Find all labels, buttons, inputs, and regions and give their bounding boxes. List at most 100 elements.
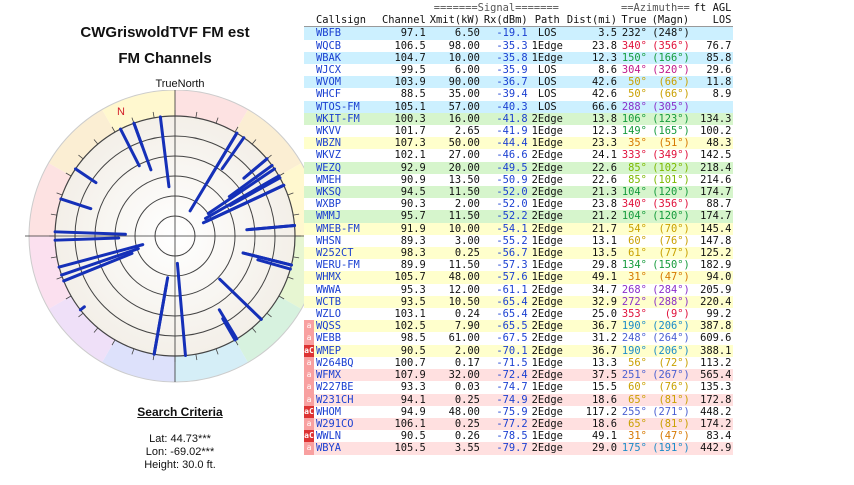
- true-azimuth-cell: 85°: [628, 161, 647, 174]
- left-panel: CWGriswoldTVF FM est FM Channels TrueNor…: [0, 0, 330, 485]
- channel-cell: 100.3: [394, 112, 426, 125]
- table-row[interactable]: WEZQ 92.9 20.00 -49.5 2Edge 22.6 85° (102°) 218.…: [304, 161, 734, 174]
- callsign-link: WBYA: [316, 442, 342, 455]
- table-row[interactable]: WMEB-FM 91.9 10.00 -54.1 2Edge 21.7 54° (70°) 14…: [304, 222, 734, 235]
- table-row[interactable]: aC WMEP 90.5 2.00 -70.1 2Edge 36.7 190° (206°) 38…: [304, 344, 734, 357]
- magn-azimuth-cell: (248°): [652, 27, 690, 40]
- agl-group-header: ft AGL: [693, 2, 732, 14]
- path-cell: 2Edge: [531, 186, 563, 199]
- table-row[interactable]: WXBP 90.3 2.00 -52.0 1Edge 23.8 340° (356°) 88.7: [304, 198, 734, 211]
- rx-cell: -36.7: [496, 76, 528, 89]
- table-row[interactable]: WQCB 106.5 98.00 -35.3 1Edge 23.8 340° (356°) 76…: [304, 39, 734, 52]
- table-row[interactable]: WZLO 103.1 0.24 -65.4 2Edge 25.0 353° (9°) 99.2: [304, 308, 734, 321]
- channel-cell: 89.3: [400, 234, 426, 247]
- table-row[interactable]: WCTB 93.5 10.50 -65.4 2Edge 32.9 272° (288°) 220…: [304, 295, 734, 309]
- magn-azimuth-cell: (356°): [652, 198, 690, 211]
- callsign-link: W264BQ: [316, 356, 354, 369]
- callsign-link: WQSS: [316, 320, 342, 333]
- table-row[interactable]: WKSQ 94.5 11.50 -52.0 2Edge 21.3 104° (120°) 174…: [304, 186, 734, 199]
- table-row[interactable]: WBFB 97.1 6.50 -19.1 LOS 3.5 232° (248°): [304, 26, 734, 40]
- table-row[interactable]: WBZN 107.3 50.00 -44.4 1Edge 23.3 35° (51°) 48.3: [304, 137, 734, 150]
- true-azimuth-cell: 56°: [628, 356, 647, 369]
- station-table-body: WBFB 97.1 6.50 -19.1 LOS 3.5 232° (248°) WQCB 106…: [304, 26, 734, 455]
- table-row[interactable]: WKVZ 102.1 27.00 -46.6 2Edge 24.1 333° (349°) 14…: [304, 149, 734, 162]
- callsign-link: WCTB: [316, 295, 342, 308]
- magn-azimuth-cell: (166°): [652, 51, 690, 64]
- table-row[interactable]: a WFMX 107.9 32.00 -72.4 2Edge 37.5 251° (267°) 5…: [304, 369, 734, 382]
- path-cell: 1Edge: [531, 430, 563, 443]
- table-row[interactable]: aC WWLN 90.5 0.26 -78.5 1Edge 49.1 31° (47°) 83.4: [304, 430, 734, 443]
- path-cell: 2Edge: [531, 210, 563, 223]
- xmit-cell: 13.50: [448, 173, 480, 186]
- table-row[interactable]: WHCF 88.5 35.00 -39.4 LOS 42.6 50° (66°) 8.9: [304, 88, 734, 101]
- table-row[interactable]: W252CT 98.3 0.25 -56.7 1Edge 13.5 61° (77°) 125.…: [304, 247, 734, 260]
- dist-cell: 42.6: [591, 76, 617, 89]
- xmit-cell: 0.24: [454, 308, 480, 321]
- polar-tick: [195, 354, 198, 361]
- polar-tick: [152, 111, 155, 118]
- los-cell: 11.8: [706, 76, 732, 89]
- polar-tick: [111, 339, 116, 346]
- polar-tick: [93, 139, 99, 145]
- path-cell: 1Edge: [531, 271, 563, 284]
- magn-azimuth-cell: (165°): [652, 125, 690, 138]
- dist-cell: 32.9: [591, 295, 617, 308]
- path-cell: 2Edge: [531, 283, 563, 296]
- table-row[interactable]: a W231CH 94.1 0.25 -74.9 2Edge 18.6 65° (81°) 172…: [304, 393, 734, 406]
- los-cell: [692, 27, 734, 40]
- table-row[interactable]: aC WHOM 94.9 48.00 -75.9 2Edge 117.2 255° (271°)…: [304, 405, 734, 418]
- rx-cell: -41.8: [496, 112, 528, 125]
- true-azimuth-cell: 54°: [628, 222, 647, 235]
- table-row[interactable]: WMEH 90.9 13.50 -50.9 2Edge 22.6 85° (101°) 214.…: [304, 173, 734, 187]
- table-row[interactable]: WKVV 101.7 2.65 -41.9 1Edge 12.3 149° (165°) 100…: [304, 125, 734, 138]
- table-row[interactable]: a W291CO 106.1 0.25 -77.2 2Edge 18.6 65° (81°) 17…: [304, 417, 734, 431]
- station-flag: [304, 27, 314, 40]
- table-row[interactable]: WHMX 105.7 48.00 -57.6 1Edge 49.1 31° (47°) 94.0: [304, 271, 734, 284]
- table-row[interactable]: a W227BE 93.3 0.03 -74.7 1Edge 15.5 60° (76°) 135…: [304, 381, 734, 394]
- polar-tick: [65, 295, 72, 300]
- magn-azimuth-cell: (349°): [652, 149, 690, 162]
- table-row[interactable]: WERU-FM 89.9 11.50 -57.3 1Edge 29.8 134° (150°)…: [304, 259, 734, 272]
- path-cell: 2Edge: [531, 344, 563, 357]
- channel-cell: 90.5: [400, 344, 426, 357]
- table-row[interactable]: WTOS-FM 105.1 57.00 -40.3 LOS 66.6 288° (305°): [304, 100, 734, 113]
- xmit-cell: 57.00: [448, 100, 480, 113]
- station-flag: a: [304, 381, 314, 394]
- table-row[interactable]: WKIT-FM 100.3 16.00 -41.8 2Edge 13.8 106° (123°…: [304, 112, 734, 126]
- dist-cell: 13.1: [591, 234, 617, 247]
- magn-azimuth-cell: (267°): [652, 369, 690, 382]
- dist-cell: 23.8: [591, 39, 617, 52]
- dist-cell: 3.5: [598, 27, 617, 40]
- station-flag: a: [304, 320, 314, 333]
- table-row[interactable]: WMMJ 95.7 11.50 -52.2 2Edge 21.2 104° (120°) 174…: [304, 210, 734, 223]
- table-row[interactable]: a WBYA 105.5 3.55 -79.7 2Edge 29.0 175° (191°) 44…: [304, 442, 734, 455]
- table-row[interactable]: a WQSS 102.5 7.90 -65.5 2Edge 36.7 190° (206°) 38…: [304, 320, 734, 333]
- path-cell: LOS: [537, 64, 557, 77]
- station-ray: [188, 131, 239, 213]
- polar-tick: [50, 213, 57, 216]
- dist-cell: 34.7: [591, 283, 617, 296]
- table-row[interactable]: WHSN 89.3 3.00 -55.2 1Edge 13.1 60° (76°) 147.8: [304, 234, 734, 248]
- station-flag: [304, 64, 314, 76]
- los-cell: 442.9: [700, 442, 732, 455]
- table-row[interactable]: a W264BQ 100.7 0.17 -71.5 1Edge 13.3 56° (72°) 11…: [304, 356, 734, 370]
- path-cell: 2Edge: [531, 295, 563, 308]
- station-flag: [304, 284, 314, 296]
- los-cell: 174.7: [700, 210, 732, 223]
- station-ray: [62, 251, 134, 283]
- los-cell: 88.7: [706, 198, 732, 211]
- table-row[interactable]: a WEBB 98.5 61.00 -67.5 2Edge 31.2 248° (264°) 60…: [304, 332, 734, 345]
- rx-cell: -56.7: [496, 247, 528, 260]
- los-cell: 205.9: [700, 283, 732, 296]
- rx-cell: -74.7: [496, 381, 528, 394]
- true-azimuth-cell: 104°: [621, 210, 647, 223]
- callsign-link: WWLN: [316, 430, 342, 443]
- station-flag: [304, 174, 314, 186]
- table-row[interactable]: WWWA 95.3 12.00 -61.1 2Edge 34.7 268° (284°) 205…: [304, 283, 734, 296]
- table-row[interactable]: WVOM 103.9 90.00 -36.7 LOS 42.6 50° (66°) 11.8: [304, 76, 734, 89]
- station-flag: [304, 52, 314, 64]
- los-cell: 609.6: [700, 332, 732, 345]
- table-row[interactable]: WJCX 99.5 6.00 -35.9 LOS 8.6 304° (320°) 29.6: [304, 64, 734, 77]
- los-cell: 387.8: [700, 320, 732, 333]
- table-row[interactable]: WBAK 104.7 10.00 -35.8 1Edge 12.3 150° (166°) 85…: [304, 51, 734, 65]
